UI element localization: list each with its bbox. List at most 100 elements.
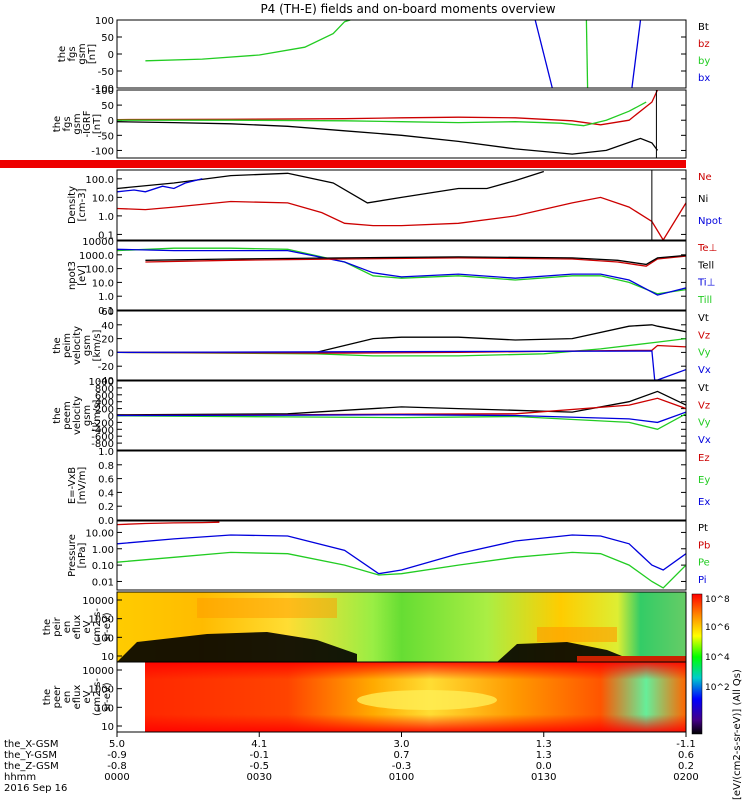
colorbar-label: [eV/(cm2-s-sr-eV)] (All Qs) <box>732 669 743 800</box>
series-group <box>117 521 686 589</box>
y-tick-label: 100 <box>95 703 114 714</box>
panel-frame <box>116 310 687 381</box>
series-line <box>145 254 686 266</box>
colorbar-tick: 10^2 <box>705 683 730 693</box>
colorbar-tick: 10^8 <box>705 595 730 605</box>
legend-entry: Tell <box>697 260 714 271</box>
y-axis-label-line: peem <box>62 401 73 429</box>
y-axis-label-line: (cm2-s- <box>92 678 103 716</box>
y-tick-label: 100.0 <box>85 265 114 276</box>
panel-frame <box>116 169 687 241</box>
y-tick-label: 10 <box>101 652 114 663</box>
y-axis-label-line: the <box>57 46 68 62</box>
y-tick-label: 100 <box>95 633 114 644</box>
legend-entry: Ex <box>698 497 710 508</box>
footer-row-label: 2016 Sep 16 <box>4 783 67 794</box>
y-axis-label-line: eV <box>82 620 93 633</box>
y-axis-label: npot3 [eV] <box>67 261 88 290</box>
x-tick-label: -0.8 <box>107 761 127 772</box>
y-tick-label: 0.1 <box>98 306 114 317</box>
legend-entry: Pt <box>698 523 708 534</box>
legend-entry: by <box>698 56 710 67</box>
y-tick-label: 50 <box>101 33 114 44</box>
legend-entry: Ne <box>698 172 712 183</box>
y-tick-label: 10.0 <box>92 193 114 204</box>
legend-entry: Vt <box>698 383 709 394</box>
footer-row-label: the_Y-GSM <box>4 750 57 761</box>
x-tick-label: -0.3 <box>392 761 412 772</box>
heatmap-band <box>577 656 686 662</box>
y-tick-label: 10000 <box>82 596 114 607</box>
y-axis-label-line: gsm <box>77 43 88 64</box>
series-group <box>117 324 686 380</box>
y-tick-label: -50 <box>98 67 114 78</box>
y-axis-label-line: [nT] <box>92 114 103 134</box>
y-axis-label: the peim velocity gsm [km/s] <box>52 326 103 365</box>
x-tick-label: 0.0 <box>536 761 552 772</box>
panel-efield: 1.0 0.8 0.6 0.4 0.2 0.0 E=-VxB [mV/m] Ez Ey Ex <box>67 447 710 527</box>
y-axis-label: the peem velocity gsm [km/s] <box>52 396 103 435</box>
series-line <box>117 121 659 155</box>
y-axis-label-line: [nT] <box>87 44 98 64</box>
y-axis-label: the peir en eflux eV (cm2-s-sr-eV) <box>42 608 113 646</box>
x-tick-label: 5.0 <box>109 739 125 750</box>
y-tick-label: 1000 <box>89 377 114 388</box>
y-axis-label-line: velocity <box>72 396 83 435</box>
y-axis-label-line: the <box>42 619 53 635</box>
y-axis-label-line: the <box>42 689 53 705</box>
legend-entry: Npot <box>698 216 722 227</box>
y-axis-label-line: sr-eV) <box>102 682 113 711</box>
y-tick-label: 0.4 <box>98 488 114 499</box>
x-tick-label: 1.3 <box>536 739 552 750</box>
legend-entry: Till <box>697 295 712 306</box>
colorbar: 10^8 10^6 10^4 10^2 [eV/(cm2-s-sr-eV)] (… <box>691 593 743 800</box>
legend-entry: bz <box>698 39 710 50</box>
y-tick-label: 50 <box>101 101 114 112</box>
colorbar-tick: 10^4 <box>705 653 730 663</box>
y-tick-label: -200 <box>91 418 114 429</box>
legend-entry: Ni <box>698 194 708 205</box>
heatmap-hot-region <box>537 627 617 642</box>
y-tick-label: -400 <box>91 425 114 436</box>
series-line <box>117 324 686 354</box>
legend-entry: Ti⊥ <box>697 278 715 289</box>
y-axis-label-line: E=-VxB <box>67 467 78 504</box>
y-tick-label: 1.0 <box>98 292 114 303</box>
colorbar-tick: 10^6 <box>705 623 730 633</box>
y-tick-label: 20 <box>101 335 114 346</box>
y-axis-label-line: [cm-3] <box>77 188 88 221</box>
y-axis-label-line: peim <box>62 333 73 358</box>
y-tick-label: 10000 <box>82 237 114 248</box>
series-line <box>145 255 686 267</box>
y-axis-label-line: fgs <box>62 116 73 131</box>
y-tick-label: -100 <box>91 84 114 95</box>
y-tick-label: 0 <box>108 50 114 61</box>
heatmap-hot-region <box>197 598 337 618</box>
legend-entry: Vz <box>698 400 710 411</box>
y-tick-label: 0.6 <box>98 475 114 486</box>
y-tick-label: -100 <box>91 146 114 157</box>
y-tick-label: 100 <box>95 86 114 97</box>
legend-entry: Vz <box>698 330 710 341</box>
colorbar-gradient <box>691 593 703 735</box>
y-axis-label-line: [mV/m] <box>77 467 88 505</box>
y-tick-label: 100.0 <box>85 175 114 186</box>
y-axis-label-line: velocity <box>72 326 83 365</box>
legend-entry: Pi <box>698 575 707 586</box>
y-tick-label: 0.10 <box>92 561 114 572</box>
y-axis-label-line: the <box>52 337 63 353</box>
y-axis-label-line: fgs <box>67 46 78 61</box>
series-line <box>145 20 351 62</box>
y-axis-label-line: the <box>52 407 63 423</box>
figure-title: P4 (TH-E) fields and on-board moments ov… <box>260 2 555 16</box>
y-axis-label-line: (cm2-s- <box>92 608 103 646</box>
y-axis-label-line: [nPa] <box>77 542 88 568</box>
series-line <box>117 350 686 380</box>
y-axis-label-line: peir <box>52 616 63 636</box>
y-axis-label: E=-VxB [mV/m] <box>67 467 88 505</box>
panel-frame <box>116 240 687 311</box>
y-axis-label: Density [cm-3] <box>67 186 88 224</box>
red-bar <box>117 160 686 168</box>
y-tick-label: 0.0 <box>98 516 114 527</box>
